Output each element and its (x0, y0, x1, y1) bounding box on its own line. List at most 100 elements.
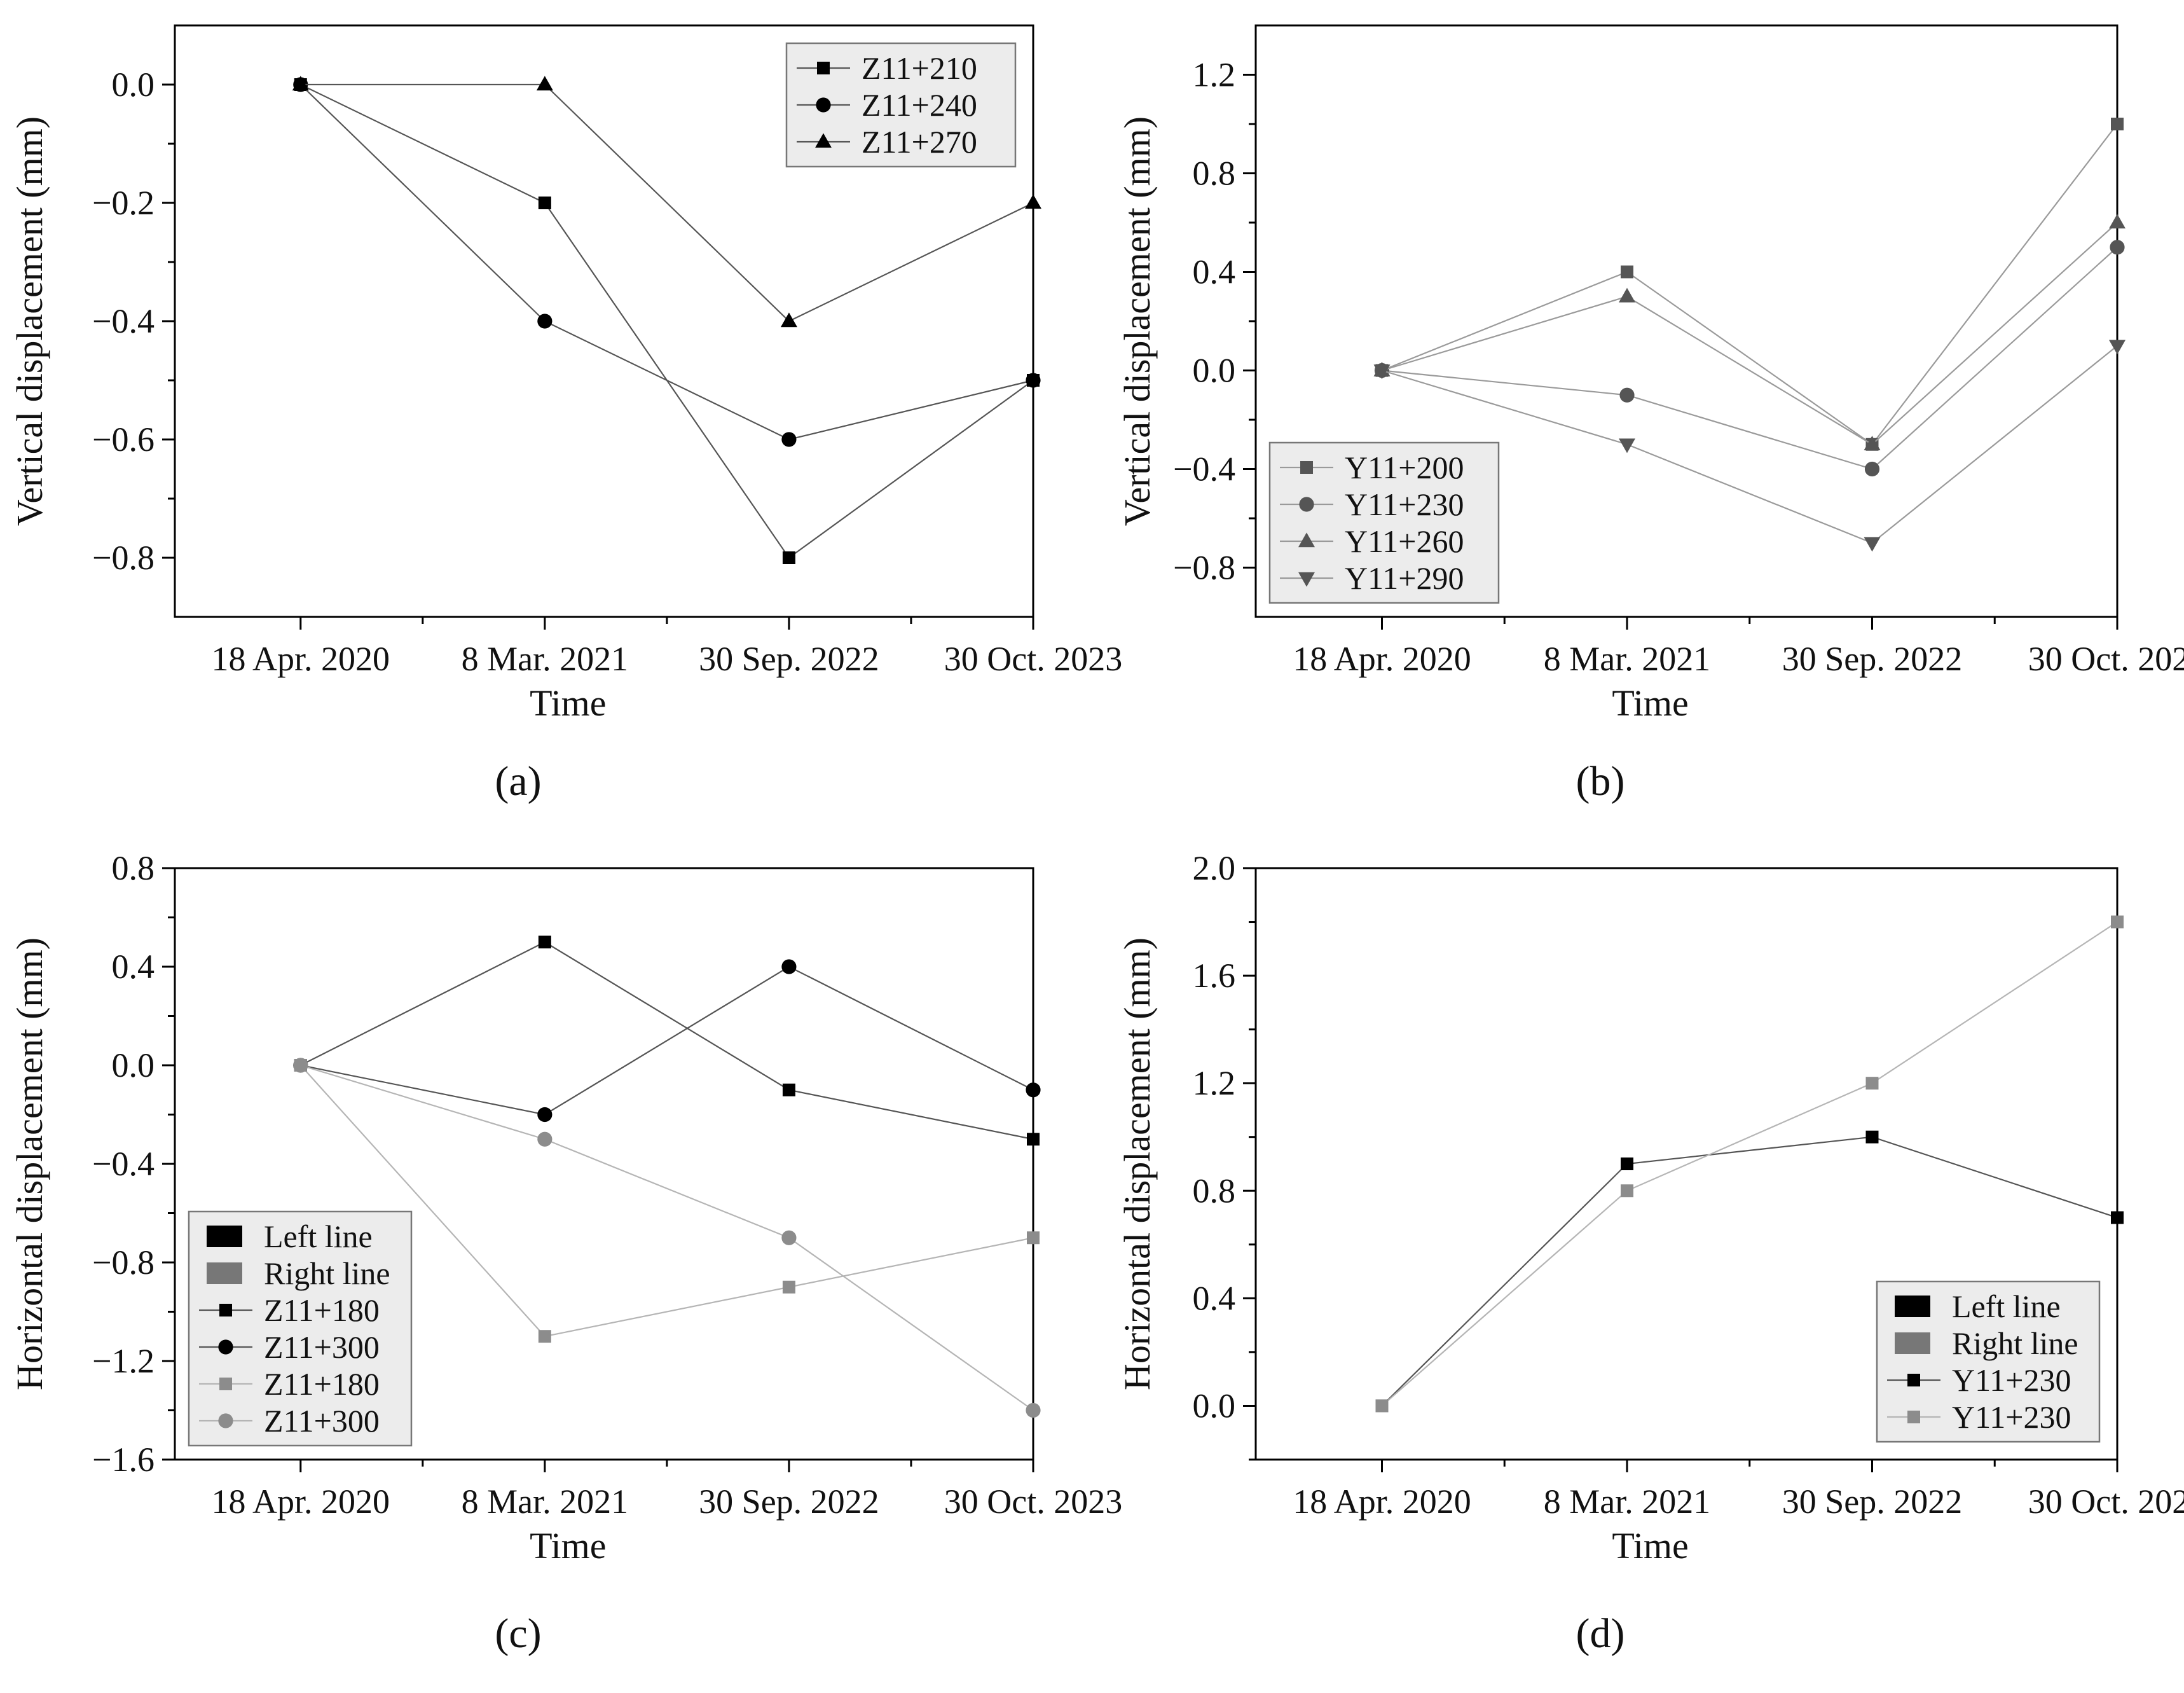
x-axis-title: Time (1612, 682, 1688, 724)
data-point (538, 197, 551, 209)
x-tick-label: 18 Apr. 2020 (1293, 1482, 1471, 1521)
y-tick-label: −0.8 (92, 539, 155, 577)
data-point (1619, 387, 1635, 403)
data-point (1621, 1157, 1634, 1170)
legend-label: Z11+270 (862, 124, 977, 160)
legend-box (188, 1210, 413, 1447)
data-point (1865, 1130, 1879, 1144)
x-tick-label: 30 Oct. 2023 (944, 640, 1122, 678)
data-point (1619, 287, 1636, 303)
data-point (537, 1131, 553, 1147)
panel-label: (b) (1576, 758, 1625, 805)
legend-marker (1298, 532, 1315, 548)
legend-label: Y11+230 (1952, 1399, 2071, 1435)
x-tick-label: 18 Apr. 2020 (1293, 640, 1471, 678)
data-point (293, 1058, 308, 1073)
panel-label: (a) (495, 758, 541, 805)
data-point (1864, 537, 1881, 552)
x-tick-label: 8 Mar. 2021 (1544, 640, 1711, 678)
y-tick-label: −1.6 (92, 1441, 155, 1479)
data-point (782, 1083, 795, 1096)
data-point (537, 1107, 553, 1123)
series-line (300, 1064, 1034, 1411)
legend-marker (219, 1378, 232, 1390)
y-tick-label: 0.4 (1193, 1279, 1236, 1317)
y-tick-label: 1.2 (1193, 1064, 1236, 1102)
legend-swatch (1895, 1332, 1930, 1354)
legend-marker (817, 62, 830, 74)
data-point (1373, 364, 1391, 380)
legend-label: Z11+300 (264, 1403, 380, 1439)
data-point (2111, 118, 2124, 130)
data-point (537, 314, 553, 329)
legend-label: Y11+290 (1345, 560, 1464, 596)
x-tick-label: 8 Mar. 2021 (462, 1482, 629, 1521)
data-point (538, 1330, 551, 1343)
x-tick-label: 18 Apr. 2020 (212, 1482, 390, 1521)
y-tick-label: −0.4 (1173, 450, 1235, 488)
legend-label: Y11+200 (1345, 450, 1464, 485)
y-axis-title: Vertical displacement (mm) (9, 116, 50, 526)
series-4 (1373, 340, 2126, 552)
plot-frame (1254, 867, 2119, 1461)
legend-label: Y11+230 (1345, 487, 1464, 522)
data-point (781, 959, 797, 974)
x-tick-label: 8 Mar. 2021 (462, 640, 629, 678)
data-point (1621, 265, 1634, 279)
data-point (1025, 194, 1041, 209)
series-line (300, 84, 1034, 441)
panel-label: (c) (495, 1610, 541, 1657)
series-line (1382, 123, 2118, 446)
data-point (1026, 373, 1041, 388)
series-line (1382, 246, 2118, 470)
series-line (299, 1065, 1034, 1337)
x-tick-label: 30 Sep. 2022 (1782, 1482, 1963, 1521)
data-point (782, 551, 795, 564)
data-point (781, 432, 797, 447)
legend-marker (1300, 461, 1313, 474)
data-point (1027, 1231, 1040, 1245)
data-point (1026, 1402, 1041, 1418)
legend-label: Right line (264, 1255, 390, 1291)
legend-swatch (207, 1226, 242, 1247)
legend-marker (218, 1413, 233, 1428)
data-point (782, 1280, 795, 1294)
y-tick-label: −0.8 (1173, 549, 1235, 587)
series-3 (1373, 214, 2126, 450)
legend-marker (1298, 572, 1315, 587)
data-point (1026, 1082, 1041, 1098)
panel-c: 0.8 0.4 0.0 −0.4 −0.8 −1.2 −1.6 18 Apr. 2020 8 M… (9, 849, 1122, 1657)
data-point (1375, 1399, 1389, 1413)
y-axis-title: Vertical displacement (mm) (1116, 116, 1158, 526)
y-tick-label: 0.0 (1193, 352, 1236, 390)
data-point (2111, 915, 2124, 929)
legend-label: Left line (1952, 1289, 2061, 1324)
legend-label: Z11+180 (264, 1366, 380, 1402)
data-point (1621, 1184, 1634, 1198)
series-2 (293, 959, 1041, 1123)
data-point (2111, 1211, 2124, 1224)
data-point (1027, 1133, 1040, 1146)
data-point (781, 1230, 797, 1245)
y-tick-label: 0.4 (112, 948, 155, 986)
data-point (1619, 438, 1636, 453)
legend-label: Z11+180 (264, 1292, 380, 1328)
y-tick-label: 0.0 (1193, 1386, 1236, 1425)
series-line (300, 941, 1034, 1140)
y-tick-label: 1.2 (1193, 56, 1236, 94)
series-3 (292, 76, 1041, 328)
x-axis-title: Time (530, 1525, 606, 1566)
y-tick-label: 0.4 (1193, 253, 1236, 291)
y-tick-label: −0.4 (92, 1145, 155, 1183)
y-tick-label: 0.0 (112, 1046, 155, 1084)
data-point (1864, 461, 1880, 477)
legend-swatch (1895, 1296, 1930, 1317)
data-point (780, 312, 797, 328)
x-tick-label: 8 Mar. 2021 (1544, 1482, 1711, 1521)
x-tick-label: 30 Oct. 2023 (2028, 640, 2184, 678)
x-tick-label: 30 Oct. 2023 (2028, 1482, 2184, 1521)
